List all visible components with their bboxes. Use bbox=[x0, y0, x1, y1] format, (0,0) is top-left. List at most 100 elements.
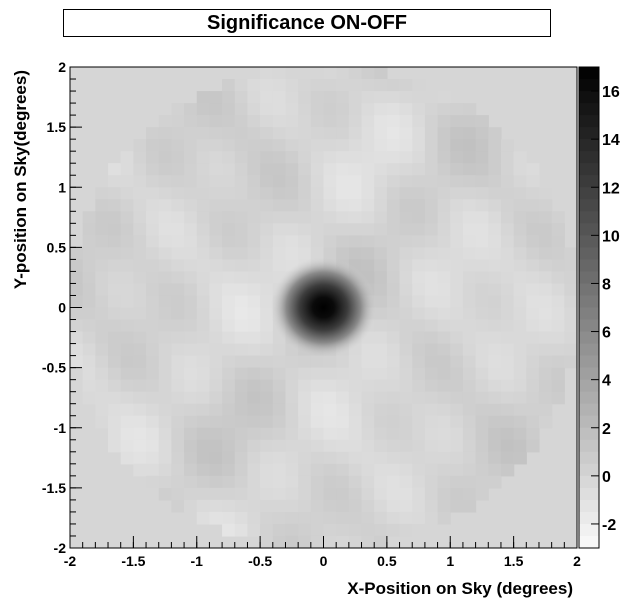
field-cell bbox=[146, 427, 160, 441]
field-cell bbox=[374, 379, 388, 393]
field-cell bbox=[260, 151, 274, 164]
field-cell bbox=[133, 247, 147, 261]
field-cell bbox=[310, 79, 325, 92]
field-cell bbox=[538, 259, 553, 273]
colorbar-step bbox=[579, 163, 599, 176]
field-cell bbox=[171, 271, 185, 285]
field-cell bbox=[310, 247, 325, 261]
field-cell bbox=[108, 379, 122, 393]
colorbar-step bbox=[579, 235, 599, 248]
colorbar-gradient bbox=[579, 67, 599, 549]
field-cell bbox=[171, 427, 185, 441]
field-cell bbox=[475, 247, 489, 261]
field-cell bbox=[298, 199, 312, 212]
field-cell bbox=[424, 247, 439, 261]
field-cell bbox=[146, 355, 160, 369]
field-cell bbox=[171, 403, 185, 417]
field-cell bbox=[513, 355, 527, 369]
field-cell bbox=[538, 247, 553, 261]
field-cell bbox=[209, 511, 223, 525]
field-cell bbox=[298, 163, 312, 176]
field-cell bbox=[247, 403, 261, 417]
field-cell bbox=[260, 511, 274, 525]
field-cell bbox=[171, 199, 185, 212]
field-cell bbox=[424, 319, 439, 333]
field-cell bbox=[513, 211, 527, 224]
field-cell bbox=[222, 247, 236, 261]
x-axis-label: X-Position on Sky (degrees) bbox=[347, 579, 573, 598]
field-cell bbox=[222, 163, 236, 176]
field-cell bbox=[247, 163, 261, 176]
field-cell bbox=[272, 487, 287, 501]
field-cell bbox=[538, 307, 553, 321]
field-cell bbox=[184, 487, 198, 501]
field-cell bbox=[234, 223, 249, 236]
field-cell bbox=[424, 187, 439, 200]
field-cell bbox=[500, 391, 515, 405]
x-tick-label: 0 bbox=[320, 553, 328, 569]
field-cell bbox=[336, 535, 350, 548]
field-cell bbox=[310, 499, 325, 513]
field-cell bbox=[399, 343, 413, 357]
field-cell bbox=[412, 439, 426, 453]
field-cell bbox=[374, 439, 388, 453]
field-cell bbox=[260, 259, 274, 273]
field-cell bbox=[424, 151, 439, 164]
field-cell bbox=[437, 319, 451, 333]
field-cell bbox=[386, 211, 401, 224]
field-cell bbox=[247, 127, 261, 140]
field-cell bbox=[158, 115, 173, 128]
field-cell bbox=[82, 343, 96, 357]
field-cell bbox=[348, 223, 363, 236]
field-cell bbox=[310, 199, 325, 212]
field-cell bbox=[196, 247, 211, 261]
field-cell bbox=[374, 283, 388, 297]
colorbar-step bbox=[579, 175, 599, 188]
field-cell bbox=[526, 163, 540, 176]
field-cell bbox=[361, 487, 375, 501]
field-cell bbox=[500, 259, 515, 273]
colorbar-step bbox=[579, 403, 599, 417]
field-cell bbox=[222, 379, 236, 393]
field-cell bbox=[551, 367, 565, 381]
field-cell bbox=[538, 343, 553, 357]
field-cell bbox=[298, 235, 312, 248]
field-cell bbox=[260, 175, 274, 188]
field-cell bbox=[450, 187, 464, 200]
field-cell bbox=[551, 223, 565, 236]
field-cell bbox=[399, 199, 413, 212]
field-cell bbox=[488, 175, 502, 188]
field-cell bbox=[399, 91, 413, 104]
field-cell bbox=[260, 487, 274, 501]
field-cell bbox=[209, 283, 223, 297]
field-cell bbox=[374, 79, 388, 92]
field-cell bbox=[272, 535, 287, 548]
field-cell bbox=[437, 391, 451, 405]
field-cell bbox=[399, 163, 413, 176]
field-cell bbox=[450, 403, 464, 417]
field-cell bbox=[551, 235, 565, 248]
field-cell bbox=[171, 247, 185, 261]
field-cell bbox=[348, 427, 363, 441]
field-cell bbox=[412, 451, 426, 465]
field-cell bbox=[323, 175, 337, 188]
field-cell bbox=[361, 379, 375, 393]
field-cell bbox=[336, 211, 350, 224]
field-cell bbox=[475, 187, 489, 200]
field-cell bbox=[450, 235, 464, 248]
field-cell bbox=[336, 67, 350, 80]
x-tick-label: 1 bbox=[446, 553, 454, 569]
field-cell bbox=[374, 199, 388, 212]
field-cell bbox=[247, 487, 261, 501]
field-cell bbox=[95, 199, 109, 212]
field-cell bbox=[361, 199, 375, 212]
colorbar-step bbox=[579, 199, 599, 212]
field-cell bbox=[450, 475, 464, 489]
colorbar-tick-label: 16 bbox=[602, 84, 620, 101]
field-cell bbox=[462, 223, 477, 236]
field-cell bbox=[399, 235, 413, 248]
field-cell bbox=[399, 331, 413, 345]
field-cell bbox=[462, 499, 477, 513]
field-cell bbox=[209, 331, 223, 345]
field-cell bbox=[310, 127, 325, 140]
